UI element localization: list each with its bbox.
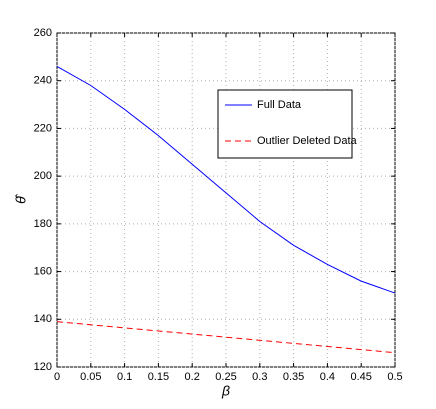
legend-label: Outlier Deleted Data	[257, 135, 358, 147]
y-tick-label: 240	[34, 75, 52, 87]
x-tick-label: 0.25	[215, 371, 236, 383]
y-tick-label: 160	[34, 265, 52, 277]
x-tick-label: 0.1	[117, 371, 132, 383]
x-tick-label: 0.4	[320, 371, 335, 383]
x-tick-label: 0.2	[185, 371, 200, 383]
y-tick-label: 120	[34, 361, 52, 373]
y-tick-label: 200	[34, 170, 52, 182]
plot-area	[56, 32, 396, 368]
x-tick-label: 0.3	[252, 371, 267, 383]
x-tick-label: 0.5	[387, 371, 402, 383]
y-tick-label: 260	[34, 27, 52, 39]
legend: Full Data Outlier Deleted Data	[217, 89, 358, 159]
data-line	[56, 321, 396, 354]
y-tick-label: 140	[34, 313, 52, 325]
y-tick-label: 220	[34, 122, 52, 134]
x-tick-label: 0.05	[80, 371, 101, 383]
y-tick-label: 180	[34, 218, 52, 230]
x-tick-label: 0.15	[148, 371, 169, 383]
x-tick-label: 0	[54, 371, 60, 383]
legend-label: Full Data	[257, 99, 302, 111]
x-axis-label: β	[221, 383, 230, 399]
x-tick-label: 0.35	[283, 371, 304, 383]
legend-box	[217, 89, 353, 159]
x-tick-label: 0.45	[350, 371, 371, 383]
y-axis-label: θ̂	[13, 193, 29, 204]
data-line	[56, 65, 396, 294]
